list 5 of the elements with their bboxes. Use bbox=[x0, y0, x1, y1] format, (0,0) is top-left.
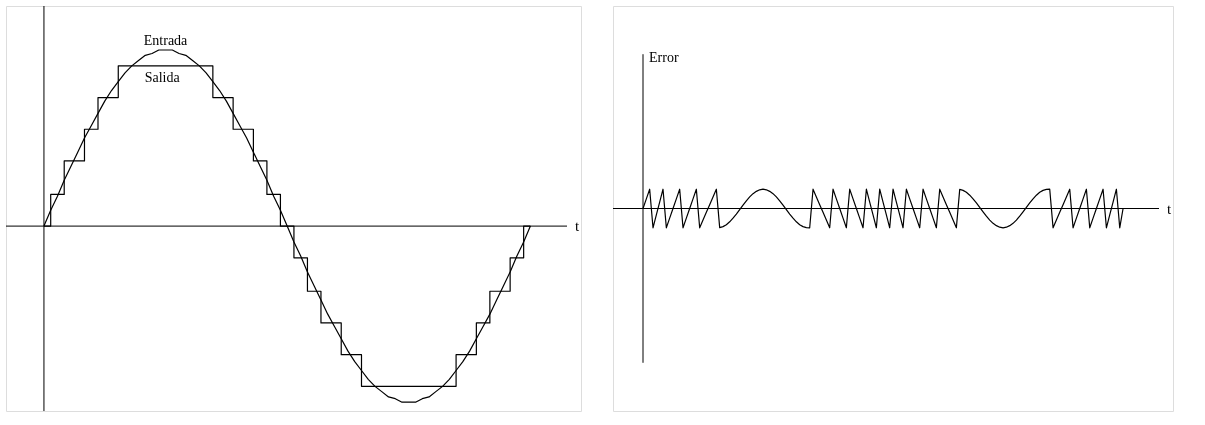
x-axis-title: t bbox=[574, 218, 580, 235]
series-label: Salida bbox=[144, 69, 181, 85]
series-label: Entrada bbox=[143, 33, 189, 49]
x-axis-title: t bbox=[1166, 200, 1172, 217]
y-axis-title: Error bbox=[649, 50, 679, 66]
